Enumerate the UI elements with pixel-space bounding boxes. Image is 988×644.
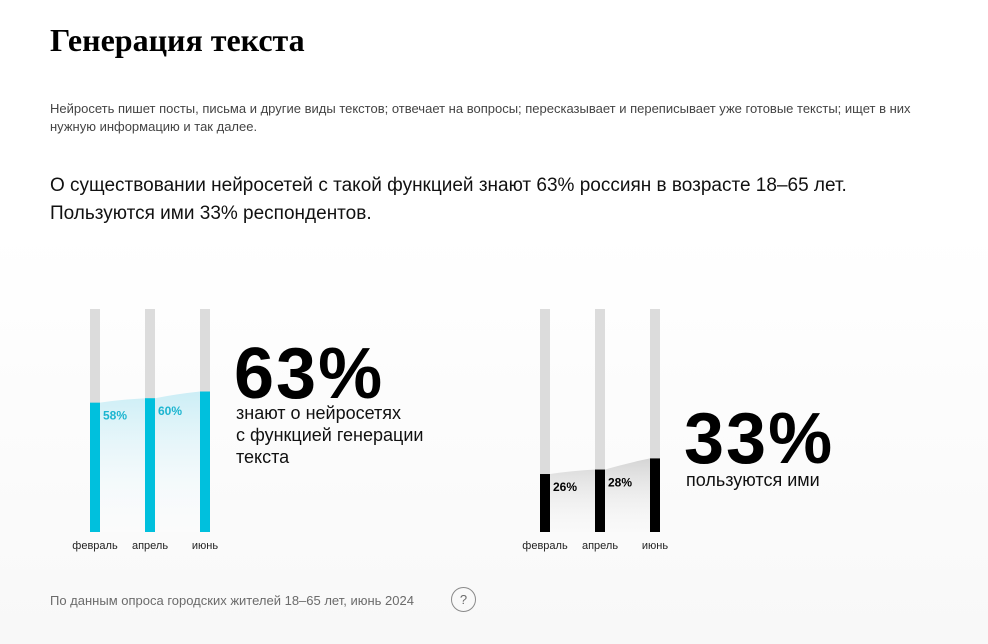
- summary-text: О существовании нейросетей с такой функц…: [50, 172, 930, 228]
- awareness-value-label: 58%: [103, 409, 127, 423]
- usage-bar: [595, 469, 605, 532]
- usage-category-label: июнь: [642, 540, 668, 552]
- awareness-bar: [145, 398, 155, 532]
- source-note: По данным опроса городских жителей 18–65…: [50, 593, 414, 608]
- awareness-big-percent: 63%: [234, 334, 385, 414]
- awareness-caption: знают о нейросетях с функцией генерации …: [236, 403, 424, 467]
- charts-svg: 58% февраль 60% апрель июнь 26% февраль 28% апре…: [72, 309, 668, 552]
- awareness-category-label: июнь: [192, 540, 218, 552]
- awareness-bar: [200, 391, 210, 532]
- awareness-category-label: февраль: [72, 540, 118, 552]
- usage-value-label: 28%: [608, 476, 632, 490]
- usage-caption: пользуются ими: [686, 470, 820, 490]
- usage-bar-track: [540, 309, 550, 532]
- usage-bar: [650, 458, 660, 532]
- help-button[interactable]: ?: [451, 587, 476, 612]
- page-title: Генерация текста: [50, 22, 305, 58]
- awareness-value-label: 60%: [158, 404, 182, 418]
- charts-area: 58% февраль 60% апрель июнь 26% февраль 28% апре…: [0, 300, 988, 555]
- usage-category-label: февраль: [522, 540, 568, 552]
- usage-big-percent: 33%: [684, 399, 835, 479]
- usage-bar: [540, 474, 550, 532]
- page-description: Нейросеть пишет посты, письма и другие в…: [50, 101, 911, 134]
- usage-category-label: апрель: [582, 540, 618, 552]
- awareness-category-label: апрель: [132, 540, 168, 552]
- awareness-bar: [90, 402, 100, 532]
- summary-line-awareness: О существовании нейросетей с такой функц…: [50, 175, 847, 196]
- usage-value-label: 26%: [553, 480, 577, 494]
- usage-bar-track: [650, 309, 660, 532]
- summary-line-usage: Пользуются ими 33% респондентов.: [50, 203, 372, 224]
- usage-bar-track: [595, 309, 605, 532]
